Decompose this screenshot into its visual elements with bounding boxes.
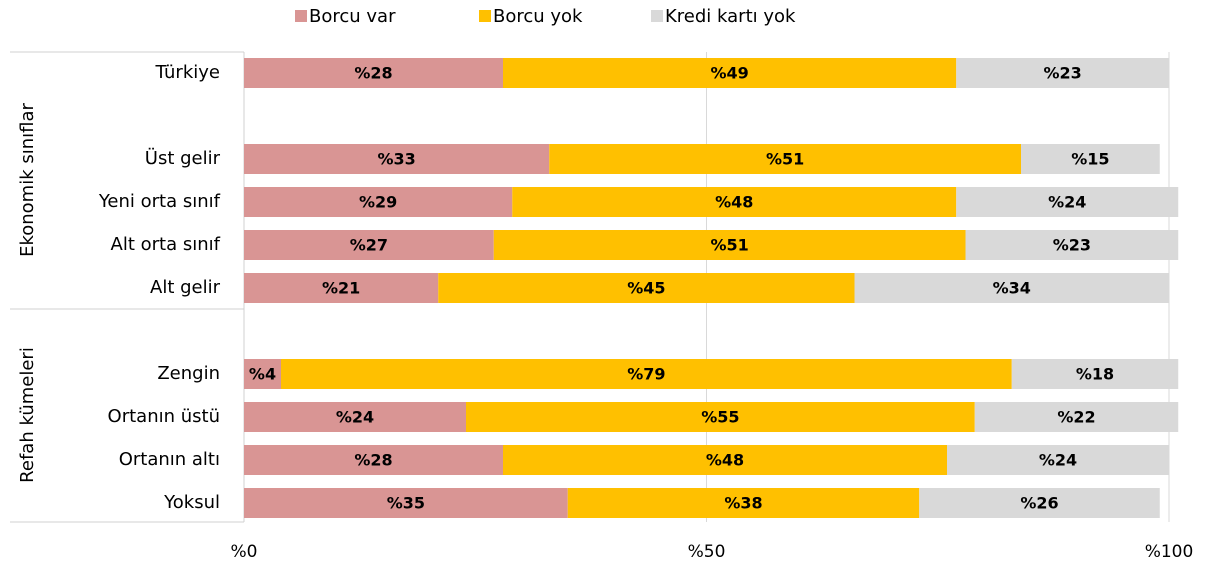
legend-swatch [651,10,663,22]
data-label: %55 [701,408,739,427]
bar-segment [567,488,920,518]
y-tick-label: Zengin [157,363,220,384]
y-tick-label: Alt gelir [150,277,221,298]
bar-segment [244,144,550,174]
bar-segment [1021,144,1160,174]
bar-segment [244,488,568,518]
x-tick-label: %50 [688,542,726,562]
y-tick-label: Ortanın altı [119,449,220,470]
data-label: %23 [1053,236,1091,255]
bar-segment [438,273,855,303]
data-label: %35 [387,494,425,513]
data-label: %45 [627,279,665,298]
data-label: %38 [724,494,762,513]
bar-segment [244,402,466,432]
y-tick-label: Yeni orta sınıf [98,191,221,212]
legend-label: Kredi kartı yok [665,6,796,27]
bar-segment [919,488,1160,518]
data-label: %49 [710,64,748,83]
data-label: %28 [354,451,392,470]
y-tick-label: Alt orta sınıf [111,234,221,255]
y-tick-label: Ortanın üstü [108,406,220,427]
bar-segment [493,230,966,260]
bar-segment [503,445,947,475]
data-label: %22 [1057,408,1095,427]
bar-segment [956,58,1169,88]
data-label: %26 [1020,494,1058,513]
y-tick-label: Türkiye [155,62,221,83]
bar-segment [956,187,1179,217]
group-label: Refah kümeleri [17,347,38,483]
data-label: %24 [336,408,374,427]
bar-segment [503,58,957,88]
bar-segment [244,445,503,475]
legend-swatch [295,10,307,22]
y-tick-label: Yoksul [163,492,220,513]
data-label: %24 [1048,193,1086,212]
bar-segment [965,230,1179,260]
data-label: %23 [1043,64,1081,83]
data-label: %34 [993,279,1031,298]
bar-segment [466,402,975,432]
bar-segment [244,230,494,260]
data-label: %29 [359,193,397,212]
legend-label: Borcu var [309,6,396,27]
data-label: %51 [766,150,804,169]
bar-segment [281,359,1012,389]
data-label: %28 [354,64,392,83]
bar-segment [244,187,513,217]
bar-segment [854,273,1169,303]
data-label: %15 [1071,150,1109,169]
data-label: %48 [715,193,753,212]
bar-segment [947,445,1169,475]
x-tick-label: %0 [231,542,258,562]
x-tick-label: %100 [1145,542,1194,562]
data-label: %27 [350,236,388,255]
data-label: %79 [627,365,665,384]
data-label: %18 [1076,365,1114,384]
bar-segment [244,273,439,303]
bar-segment [244,58,503,88]
bar-segment [244,359,281,389]
bar-segment [512,187,957,217]
data-label: %4 [249,365,276,384]
data-label: %33 [377,150,415,169]
y-tick-label: Üst gelir [145,147,221,169]
data-label: %48 [706,451,744,470]
bar-segment [549,144,1021,174]
group-label: Ekonomik sınıflar [17,102,38,256]
data-label: %51 [710,236,748,255]
legend-label: Borcu yok [493,6,583,27]
data-label: %24 [1039,451,1077,470]
legend-swatch [479,10,491,22]
bar-segment [1011,359,1179,389]
bar-segment [974,402,1179,432]
data-label: %21 [322,279,360,298]
